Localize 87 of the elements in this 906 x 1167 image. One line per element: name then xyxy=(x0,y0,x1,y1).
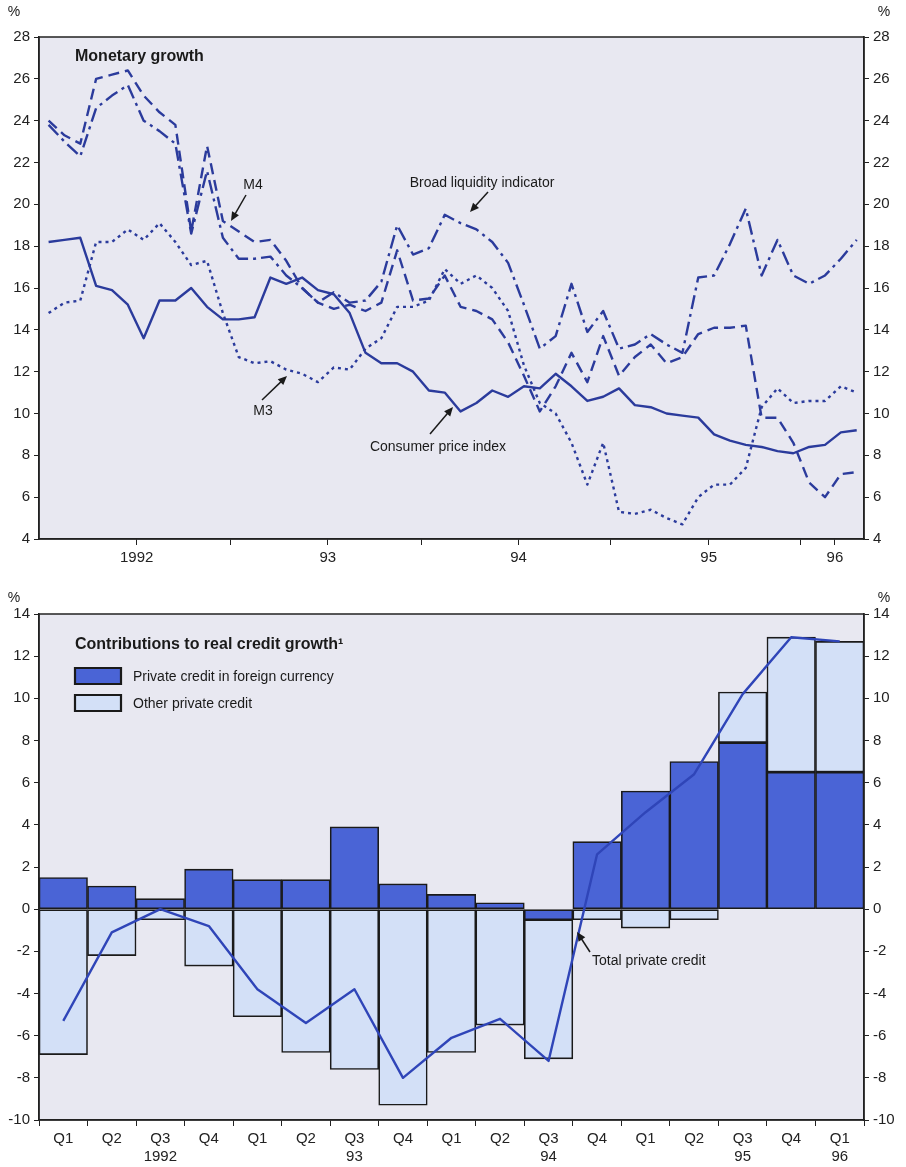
y-tick-label: -10 xyxy=(8,1110,30,1128)
y2-tick-label: 6 xyxy=(873,487,882,505)
y2-tick-label: 4 xyxy=(873,814,882,832)
y2-tick-label: 10 xyxy=(873,403,890,421)
x-tick-label: 1992 xyxy=(119,548,154,566)
y-tick-label: 0 xyxy=(21,899,30,917)
y2-tick-label: 18 xyxy=(873,236,890,254)
x-tick-label: Q3 93 xyxy=(344,1129,365,1165)
y2-tick-label: 10 xyxy=(873,688,890,706)
y-tick-label: 8 xyxy=(21,730,30,748)
x-tick-label: Q4 xyxy=(392,1129,413,1147)
text: M3 xyxy=(253,401,273,418)
y-tick-label: 20 xyxy=(13,194,30,212)
y2-tick-label: 2 xyxy=(873,857,882,875)
x-tick-label: Q4 xyxy=(781,1129,802,1147)
x-tick-label: 93 xyxy=(319,548,337,566)
series-label: M4 xyxy=(243,175,263,192)
text: Broad liquidity indicator xyxy=(409,173,555,190)
x-tick-label: 96 xyxy=(826,548,844,566)
y-tick-label: 4 xyxy=(21,529,30,547)
x-tick-label: Q3 95 xyxy=(732,1129,753,1165)
y-tick-label: 2 xyxy=(21,857,30,875)
y-tick-label: 16 xyxy=(13,278,30,296)
y2-tick-label: 8 xyxy=(873,445,882,463)
x-tick-label: 95 xyxy=(700,548,718,566)
y-tick-label: 24 xyxy=(13,110,30,128)
text: Monetary growth xyxy=(75,47,204,65)
y2-axis-title: % xyxy=(877,588,891,605)
y-tick-label: 10 xyxy=(13,688,30,706)
y2-tick-label: -2 xyxy=(873,941,887,959)
y2-axis-title: % xyxy=(877,2,891,19)
x-tick-label: Q1 96 xyxy=(829,1129,850,1165)
y2-tick-label: 20 xyxy=(873,194,890,212)
y-tick-label: 22 xyxy=(13,152,30,170)
text: Consumer price index xyxy=(369,437,507,454)
x-tick-label: Q2 xyxy=(490,1129,511,1147)
y-tick-label: 12 xyxy=(13,361,30,379)
y-tick-label: 12 xyxy=(13,646,30,664)
y-tick-label: 10 xyxy=(13,403,30,421)
x-tick-label: Q2 xyxy=(101,1129,122,1147)
y-tick-label: 26 xyxy=(13,68,30,86)
series-label: Total private credit xyxy=(592,951,706,968)
y2-tick-label: 24 xyxy=(873,110,890,128)
y-axis-title: % xyxy=(7,2,21,19)
x-tick-label: Q2 xyxy=(295,1129,316,1147)
y2-tick-label: 12 xyxy=(873,646,890,664)
x-tick-label: 94 xyxy=(510,548,527,566)
y-axis-title: % xyxy=(7,588,21,605)
y-tick-label: -6 xyxy=(16,1025,30,1043)
y2-tick-label: 22 xyxy=(873,152,890,170)
y2-tick-label: -10 xyxy=(873,1110,895,1128)
y-tick-label: 18 xyxy=(13,236,30,254)
x-tick-label: Q2 xyxy=(684,1129,705,1147)
y2-tick-label: 26 xyxy=(873,68,890,86)
x-tick-label: Q1 xyxy=(53,1129,74,1147)
x-tick-label: Q4 xyxy=(198,1129,219,1147)
y2-tick-label: 28 xyxy=(873,27,890,45)
y-tick-label: 6 xyxy=(21,772,30,790)
x-tick-label: Q1 xyxy=(441,1129,462,1147)
legend-label: Private credit in foreign currency xyxy=(133,667,334,684)
x-tick-label: Q4 xyxy=(587,1129,608,1147)
y-tick-label: 4 xyxy=(21,814,30,832)
y-tick-label: 14 xyxy=(13,319,30,337)
y2-tick-label: 0 xyxy=(873,899,882,917)
y2-tick-label: 14 xyxy=(873,604,890,622)
y2-tick-label: 14 xyxy=(873,319,890,337)
text: Contributions to real credit growth¹ xyxy=(75,635,344,653)
x-tick-label: Q1 xyxy=(635,1129,656,1147)
x-tick-label: Q3 94 xyxy=(538,1129,559,1165)
legend-label: Other private credit xyxy=(133,694,253,711)
y2-tick-label: 6 xyxy=(873,772,882,790)
y-tick-label: 14 xyxy=(13,604,30,622)
y-tick-label: -8 xyxy=(16,1067,30,1085)
x-tick-label: Q1 xyxy=(247,1129,268,1147)
y-tick-label: -2 xyxy=(16,941,30,959)
y-tick-label: -4 xyxy=(16,983,30,1001)
y2-tick-label: 12 xyxy=(873,361,890,379)
x-tick-label: Q3 1992 xyxy=(143,1129,178,1165)
y2-tick-label: 16 xyxy=(873,278,890,296)
y-tick-label: 28 xyxy=(13,27,30,45)
y2-tick-label: -6 xyxy=(873,1025,887,1043)
y-tick-label: 8 xyxy=(21,445,30,463)
y2-tick-label: 4 xyxy=(873,529,882,547)
y2-tick-label: 8 xyxy=(873,730,882,748)
y-tick-label: 6 xyxy=(21,487,30,505)
y2-tick-label: -8 xyxy=(873,1067,887,1085)
y2-tick-label: -4 xyxy=(873,983,887,1001)
